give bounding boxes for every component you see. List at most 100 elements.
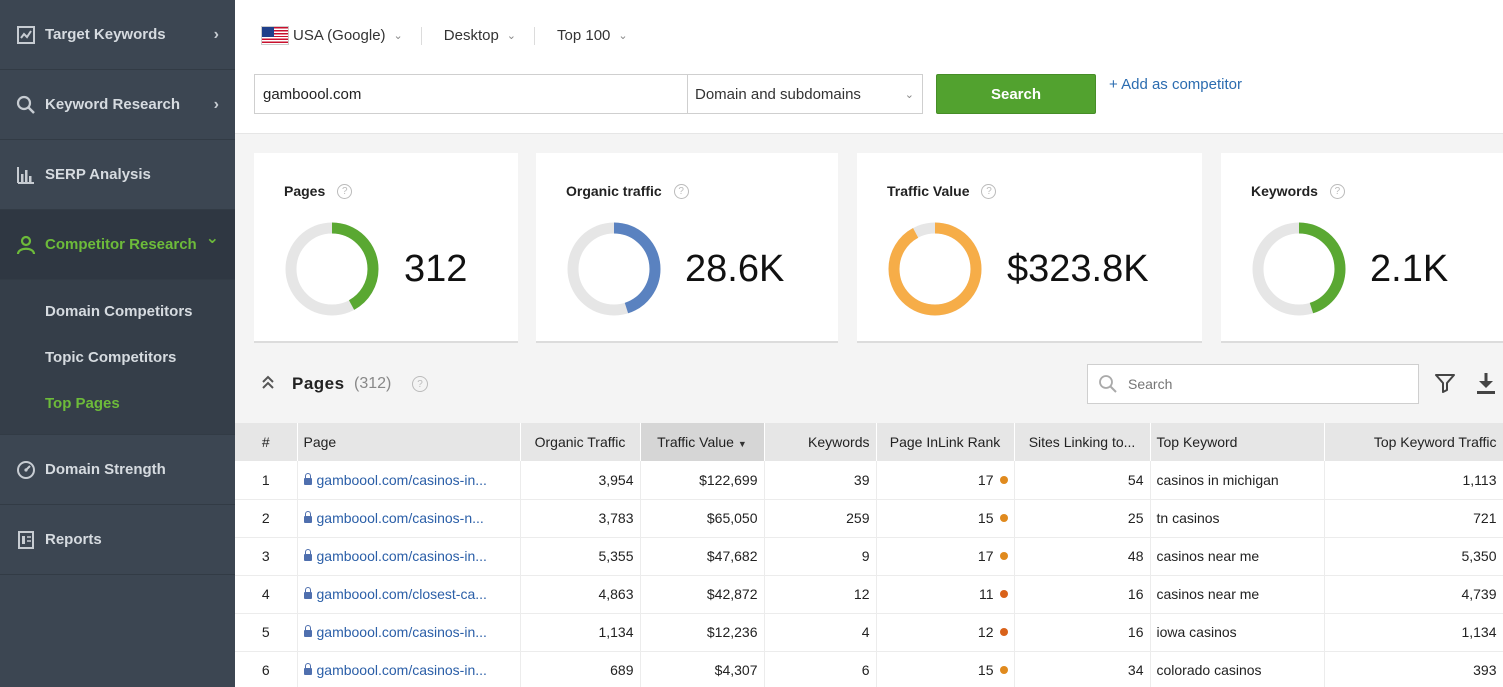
region-selector[interactable]: USA (Google) ⌄	[261, 26, 403, 45]
donut-arc	[1252, 222, 1346, 316]
page-cell: gamboool.com/casinos-n...	[297, 499, 521, 538]
col-sites-linking[interactable]: Sites Linking to...	[1014, 423, 1151, 461]
traffic-value-cell: $47,682	[640, 537, 765, 576]
scope-select[interactable]: Domain and subdomains ⌄	[687, 74, 923, 114]
donut-chart	[888, 222, 982, 316]
top-keyword-cell: colorado casinos	[1150, 651, 1325, 687]
nav-target-keywords[interactable]: Target Keywords ›	[0, 0, 235, 70]
table-search-input[interactable]	[1128, 376, 1408, 392]
collapse-icon[interactable]	[261, 374, 275, 390]
page-link[interactable]: gamboool.com/casinos-n...	[316, 510, 484, 526]
sites-linking-cell: 48	[1014, 537, 1151, 576]
pages-section-header: Pages (312) ?	[235, 362, 1503, 406]
help-icon[interactable]: ?	[412, 376, 428, 392]
inlink-rank-value: 11	[978, 586, 994, 602]
donut-arc	[567, 222, 661, 316]
nav-competitor-research[interactable]: Competitor Research ⌄	[0, 210, 235, 280]
nav-label: SERP Analysis	[45, 166, 151, 183]
nav-reports[interactable]: Reports	[0, 505, 235, 575]
page-link[interactable]: gamboool.com/casinos-in...	[316, 548, 487, 564]
page-cell: gamboool.com/casinos-in...	[297, 651, 521, 687]
metric-value: $323.8K	[1007, 248, 1149, 290]
subnav-domain-competitors[interactable]: Domain Competitors	[45, 302, 193, 320]
selectors: USA (Google) ⌄ Desktop ⌄ Top 100 ⌄	[261, 26, 628, 45]
add-competitor-link[interactable]: + Add as competitor	[1109, 76, 1242, 93]
depth-label: Top 100	[557, 27, 611, 44]
metric-card-traffic-value: Traffic Value? $323.8K	[857, 153, 1202, 343]
inlink-rank-cell: 15	[876, 499, 1015, 538]
region-label: USA (Google)	[293, 27, 386, 44]
page-cell: gamboool.com/casinos-in...	[297, 613, 521, 652]
device-label: Desktop	[443, 27, 499, 44]
search-button[interactable]: Search	[936, 74, 1096, 114]
inlink-rank-value: 12	[977, 624, 994, 640]
inlink-rank-cell: 11	[876, 575, 1015, 614]
chevron-down-icon: ⌄	[904, 88, 914, 101]
section-title: Pages	[292, 374, 345, 393]
donut-chart	[567, 222, 661, 316]
table-search	[1087, 364, 1419, 404]
domain-input[interactable]	[254, 74, 687, 114]
table-row: 2 gamboool.com/casinos-n... 3,783 $65,05…	[235, 499, 1503, 538]
sites-linking-cell: 34	[1014, 651, 1151, 687]
metric-value: 28.6K	[685, 248, 785, 290]
metric-title: Pages?	[284, 183, 353, 199]
col-top-keyword[interactable]: Top Keyword	[1150, 423, 1325, 461]
subnav-top-pages[interactable]: Top Pages	[45, 394, 120, 412]
organic-traffic-cell: 1,134	[520, 613, 641, 652]
keywords-cell: 12	[764, 575, 877, 614]
nav-serp-analysis[interactable]: SERP Analysis	[0, 140, 235, 210]
donut-arc	[285, 222, 379, 316]
page-link[interactable]: gamboool.com/casinos-in...	[316, 624, 487, 640]
lock-icon	[303, 472, 312, 486]
gauge-icon	[15, 459, 37, 481]
col-keywords[interactable]: Keywords	[764, 423, 877, 461]
row-number: 5	[235, 613, 298, 652]
download-icon[interactable]	[1475, 371, 1497, 400]
metric-card-organic-traffic: Organic traffic? 28.6K	[536, 153, 838, 343]
user-icon	[15, 234, 37, 256]
help-icon[interactable]: ?	[1329, 183, 1345, 199]
keywords-cell: 4	[764, 613, 877, 652]
device-selector[interactable]: Desktop ⌄	[444, 27, 516, 44]
page-link[interactable]: gamboool.com/casinos-in...	[316, 662, 487, 678]
organic-traffic-cell: 689	[520, 651, 641, 687]
sites-linking-cell: 25	[1014, 499, 1151, 538]
inlink-rank-cell: 17	[876, 461, 1015, 500]
help-icon[interactable]: ?	[337, 183, 353, 199]
help-icon[interactable]: ?	[981, 183, 997, 199]
report-icon	[15, 529, 37, 551]
page-cell: gamboool.com/casinos-in...	[297, 537, 521, 576]
depth-selector[interactable]: Top 100 ⌄	[557, 27, 628, 44]
col-page[interactable]: Page	[297, 423, 521, 461]
trend-chart-icon	[15, 24, 37, 46]
subnav-topic-competitors[interactable]: Topic Competitors	[45, 348, 177, 366]
nav-keyword-research[interactable]: Keyword Research ›	[0, 70, 235, 140]
col-organic-traffic[interactable]: Organic Traffic	[520, 423, 641, 461]
search-icon	[1088, 374, 1128, 394]
table-row: 3 gamboool.com/casinos-in... 5,355 $47,6…	[235, 537, 1503, 576]
page-link[interactable]: gamboool.com/closest-ca...	[316, 586, 487, 602]
nav-domain-strength[interactable]: Domain Strength	[0, 435, 235, 505]
row-number: 2	[235, 499, 298, 538]
traffic-value-cell: $42,872	[640, 575, 765, 614]
col-page-inlink-rank[interactable]: Page InLink Rank	[876, 423, 1015, 461]
inlink-rank-value: 15	[977, 510, 994, 526]
col-number[interactable]: #	[235, 423, 298, 461]
top-keyword-traffic-cell: 5,350	[1324, 537, 1503, 576]
keywords-cell: 6	[764, 651, 877, 687]
help-icon[interactable]: ?	[673, 183, 689, 199]
lock-icon	[303, 625, 312, 638]
row-number: 1	[235, 461, 298, 500]
table-row: 1 gamboool.com/casinos-in... 3,954 $122,…	[235, 461, 1503, 500]
page-link[interactable]: gamboool.com/casinos-in...	[316, 471, 487, 488]
donut-chart	[1252, 222, 1346, 316]
top-keyword-cell: casinos in michigan	[1150, 461, 1325, 500]
col-top-keyword-traffic[interactable]: Top Keyword Traffic	[1324, 423, 1503, 461]
nav-label: Target Keywords	[45, 26, 166, 43]
filter-icon[interactable]	[1434, 372, 1456, 399]
col-traffic-value[interactable]: Traffic Value ▼	[640, 423, 765, 461]
metric-title: Organic traffic?	[566, 183, 689, 199]
page-cell: gamboool.com/casinos-in...	[297, 461, 521, 500]
chevron-down-icon: ⌄	[205, 229, 219, 247]
